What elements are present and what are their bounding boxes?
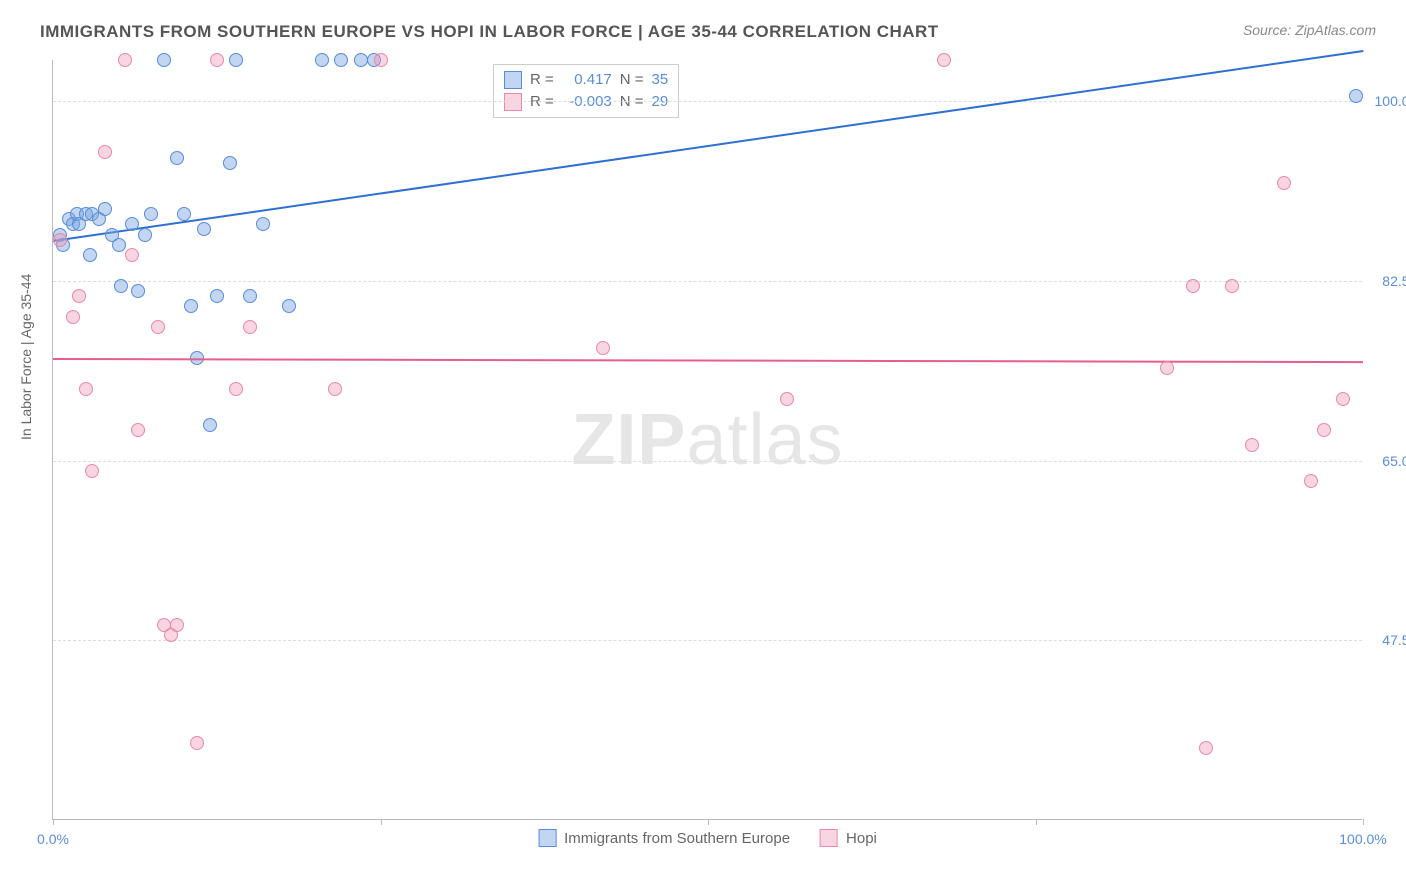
data-point [1225,279,1239,293]
data-point [170,151,184,165]
x-tick-label: 100.0% [1339,831,1386,847]
data-point [131,423,145,437]
data-point [203,418,217,432]
watermark-bold: ZIP [571,400,686,480]
data-point [114,279,128,293]
legend-item-1: Immigrants from Southern Europe [538,829,790,847]
data-point [1349,89,1363,103]
y-tick-label: 82.5% [1372,273,1406,289]
legend-label-1: Immigrants from Southern Europe [564,830,790,847]
data-point [1336,392,1350,406]
r-value-1: 0.417 [562,69,612,91]
data-point [374,53,388,67]
data-point [125,248,139,262]
x-tick-mark [381,819,382,825]
data-point [72,289,86,303]
data-point [83,248,97,262]
data-point [112,238,126,252]
data-point [177,207,191,221]
watermark-light: atlas [686,400,843,480]
legend-swatch-blue [504,71,522,89]
y-tick-label: 100.0% [1372,93,1406,109]
data-point [1277,176,1291,190]
x-tick-mark [1363,819,1364,825]
data-point [131,284,145,298]
data-point [1186,279,1200,293]
data-point [170,618,184,632]
data-point [197,222,211,236]
n-value-1: 35 [652,69,669,91]
data-point [282,299,296,313]
trend-line [53,50,1363,242]
gridline [53,461,1362,462]
x-tick-mark [1036,819,1037,825]
data-point [138,228,152,242]
watermark: ZIPatlas [571,399,843,481]
x-tick-mark [708,819,709,825]
data-point [243,320,257,334]
legend-row-series-1: R = 0.417 N = 35 [504,69,668,91]
data-point [780,392,794,406]
correlation-legend: R = 0.417 N = 35 R = -0.003 N = 29 [493,64,679,118]
data-point [190,736,204,750]
data-point [1160,361,1174,375]
data-point [1304,474,1318,488]
data-point [223,156,237,170]
data-point [256,217,270,231]
legend-label-2: Hopi [846,830,877,847]
data-point [243,289,257,303]
data-point [937,53,951,67]
data-point [157,53,171,67]
data-point [596,341,610,355]
data-point [1317,423,1331,437]
gridline [53,101,1362,102]
r-label: R = [530,69,554,91]
legend-item-2: Hopi [820,829,877,847]
data-point [328,382,342,396]
data-point [144,207,158,221]
y-axis-label: In Labor Force | Age 35-44 [18,274,34,440]
data-point [79,382,93,396]
chart-title: IMMIGRANTS FROM SOUTHERN EUROPE VS HOPI … [40,22,939,42]
data-point [210,289,224,303]
data-point [1245,438,1259,452]
data-point [125,217,139,231]
data-point [98,202,112,216]
gridline [53,281,1362,282]
data-point [151,320,165,334]
data-point [354,53,368,67]
y-tick-label: 47.5% [1372,632,1406,648]
scatter-plot-area: ZIPatlas R = 0.417 N = 35 R = -0.003 N =… [52,60,1362,820]
gridline [53,640,1362,641]
source-label: Source: ZipAtlas.com [1243,22,1376,38]
data-point [229,382,243,396]
data-point [85,464,99,478]
data-point [334,53,348,67]
data-point [315,53,329,67]
data-point [184,299,198,313]
data-point [1199,741,1213,755]
data-point [229,53,243,67]
x-tick-mark [53,819,54,825]
data-point [210,53,224,67]
data-point [53,233,67,247]
n-label: N = [620,69,644,91]
data-point [98,145,112,159]
y-tick-label: 65.0% [1372,453,1406,469]
data-point [66,310,80,324]
legend-swatch-blue [538,829,556,847]
x-tick-label: 0.0% [37,831,69,847]
data-point [118,53,132,67]
series-legend: Immigrants from Southern Europe Hopi [538,829,877,847]
legend-swatch-pink [820,829,838,847]
